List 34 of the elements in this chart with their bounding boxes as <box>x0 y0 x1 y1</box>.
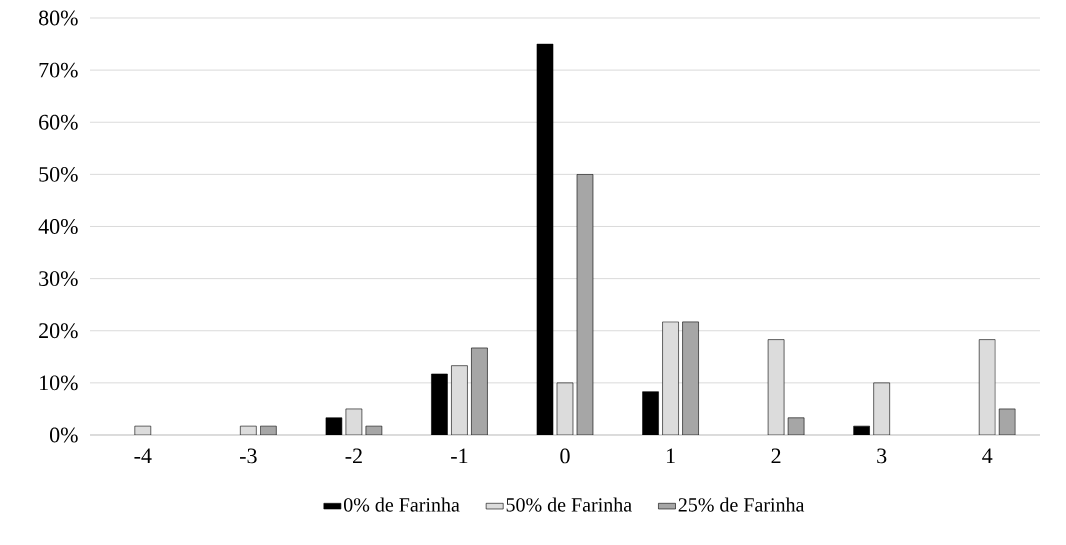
bar <box>576 174 594 435</box>
bar <box>998 408 1016 435</box>
bar <box>365 425 383 435</box>
bar <box>536 43 554 435</box>
y-tick-label: 40% <box>38 219 78 234</box>
y-tick-label: 20% <box>39 323 78 339</box>
x-tick-label: 2 <box>771 448 781 464</box>
bar <box>787 417 805 435</box>
bar <box>682 321 699 435</box>
x-tick-label: -3 <box>239 448 257 464</box>
legend-label: 25% de Farinha <box>678 497 805 512</box>
y-tick-label: 30% <box>39 271 78 287</box>
bar <box>642 391 659 435</box>
x-tick-label: 0 <box>560 448 570 464</box>
x-tick-label: -4 <box>134 448 152 463</box>
x-tick-label: -1 <box>451 448 468 464</box>
legend-label: 0% de Farinha <box>343 497 460 512</box>
bar <box>325 417 343 435</box>
bar <box>471 347 488 435</box>
y-tick-label: 60% <box>39 114 78 130</box>
y-tick-label: 10% <box>40 375 78 391</box>
y-tick-label: 80% <box>38 10 78 26</box>
y-tick-label: 70% <box>39 62 78 78</box>
legend-label: 50% de Farinha <box>506 497 632 512</box>
y-tick-label: 0% <box>49 427 78 443</box>
x-tick-label: -2 <box>345 448 362 464</box>
x-tick-label: 4 <box>982 448 993 463</box>
x-tick-label: 1 <box>666 448 675 464</box>
y-tick-label: 50% <box>39 166 78 182</box>
bar <box>431 373 448 435</box>
bar <box>853 425 870 435</box>
bar <box>873 382 890 435</box>
bar <box>260 425 277 435</box>
x-tick-label: 3 <box>877 448 887 464</box>
